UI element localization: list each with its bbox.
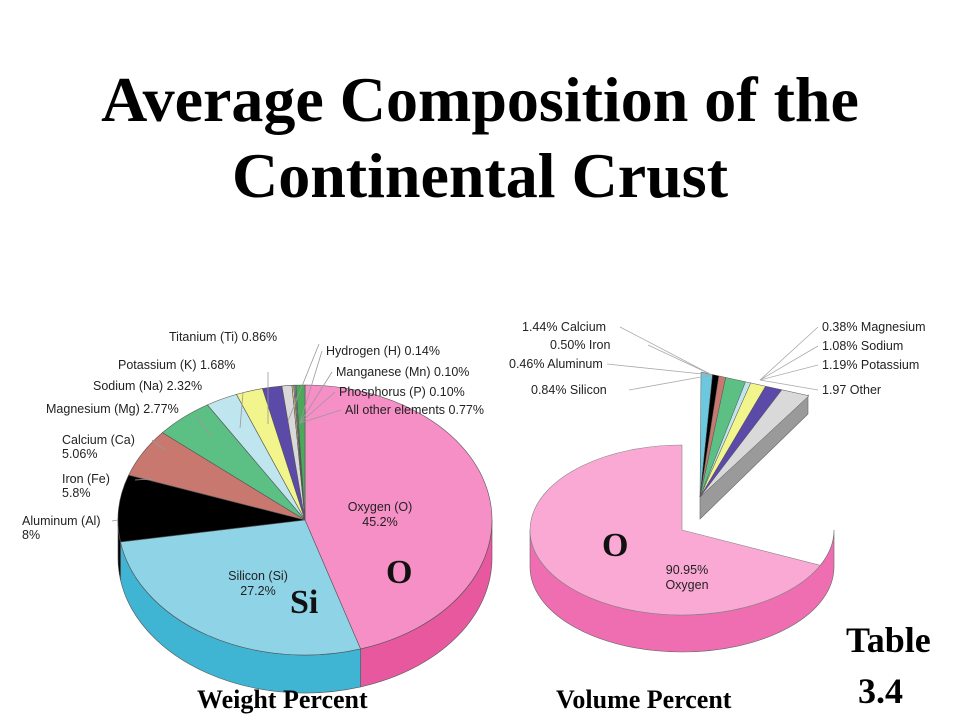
pie-slice-other <box>699 389 810 498</box>
leader-line <box>299 350 323 424</box>
weight-pie-o-label: O <box>386 554 412 591</box>
slice-label-potassium: 1.19% Potassium <box>822 358 919 372</box>
pie-slice-silicon-si <box>120 519 361 656</box>
volume-percent-pie: 90.95%Oxygen <box>529 371 835 653</box>
leader-line <box>195 415 213 438</box>
volume-pie-o-label: O <box>602 527 628 564</box>
slice-label-sodium: 1.08% Sodium <box>822 339 903 353</box>
slice-value-aluminum-al: 8% <box>22 528 40 542</box>
weight-pie-si-label: Si <box>290 584 318 621</box>
slice-label-sodium-na: Sodium (Na) 2.32% <box>93 379 202 393</box>
slice-label-iron-fe: Iron (Fe) <box>62 472 110 486</box>
slice-label-other: 1.97 Other <box>822 383 881 397</box>
slice-label-oxygen-o: Oxygen (O) <box>348 500 413 514</box>
slice-value-calcium-ca: 5.06% <box>62 447 97 461</box>
title-line-2: Continental Crust <box>231 140 729 211</box>
slice-label-aluminum-al: Aluminum (Al) <box>22 514 101 528</box>
leader-line <box>287 343 320 422</box>
weight-percent-pie <box>117 384 493 694</box>
leader-line <box>299 409 342 424</box>
table-ref-number: 3.4 <box>858 671 903 711</box>
slice-label-magnesium: 0.38% Magnesium <box>822 320 926 334</box>
page-title: Average Composition of the Continental C… <box>0 62 960 214</box>
leader-line <box>299 371 333 424</box>
leader-line <box>647 344 713 376</box>
pie-slice-aluminum-al <box>117 474 306 543</box>
leader-line <box>619 326 713 376</box>
slice-label-oxygen: 90.95% <box>666 563 708 577</box>
leader-line <box>759 345 819 381</box>
slice-label-oxygen-name: Oxygen <box>665 578 708 592</box>
leader-line <box>134 478 153 481</box>
slice-label-hydrogen-h: Hydrogen (H) 0.14% <box>326 344 440 358</box>
leader-line <box>759 379 819 391</box>
leader-line <box>239 392 244 429</box>
slice-label-phosphorus-p: Phosphorus (P) 0.10% <box>339 385 465 399</box>
volume-percent-labels: 1.44% Calcium 0.50% Iron 0.46% Aluminum 0.8… <box>509 320 926 397</box>
slice-value-silicon-si: 27.2% <box>240 584 275 598</box>
pie-slice-oxygen-o <box>304 384 493 650</box>
slice-label-calcium-ca: Calcium (Ca) <box>62 433 135 447</box>
volume-percent-caption: Volume Percent <box>556 685 732 714</box>
leader-line <box>628 374 713 391</box>
leader-line <box>606 363 713 376</box>
table-ref-label: Table <box>846 620 931 660</box>
title-line-1: Average Composition of the <box>101 64 859 135</box>
slice-label-potassium-k: Potassium (K) 1.68% <box>118 358 235 372</box>
leader-line <box>111 519 119 522</box>
slice-label-magnesium-mg: Magnesium (Mg) 2.77% <box>46 402 179 416</box>
slice-label-silicon: 0.84% Silicon <box>531 383 607 397</box>
slice-label-iron: 0.50% Iron <box>550 338 611 352</box>
slice-label-titanium-ti: Titanium (Ti) 0.86% <box>169 330 277 344</box>
slice-value-oxygen-o: 45.2% <box>362 515 397 529</box>
leader-line <box>759 326 819 381</box>
leader-line <box>759 364 819 381</box>
leader-line <box>151 439 166 451</box>
pie-slice-oxygen <box>529 444 821 616</box>
slice-label-all-other-elements: All other elements 0.77% <box>345 403 484 417</box>
weight-percent-labels: Oxygen (O)45.2% Silicon (Si)27.2% Aluminum… <box>22 330 484 598</box>
slice-label-aluminum: 0.46% Aluminum <box>509 357 603 371</box>
slice-label-silicon-si: Silicon (Si) <box>228 569 288 583</box>
slice-label-manganese-mn: Manganese (Mn) 0.10% <box>336 365 469 379</box>
weight-percent-caption: Weight Percent <box>197 685 368 714</box>
slice-label-calcium: 1.44% Calcium <box>522 320 606 334</box>
slice-value-iron-fe: 5.8% <box>62 486 91 500</box>
leader-line <box>299 391 336 424</box>
